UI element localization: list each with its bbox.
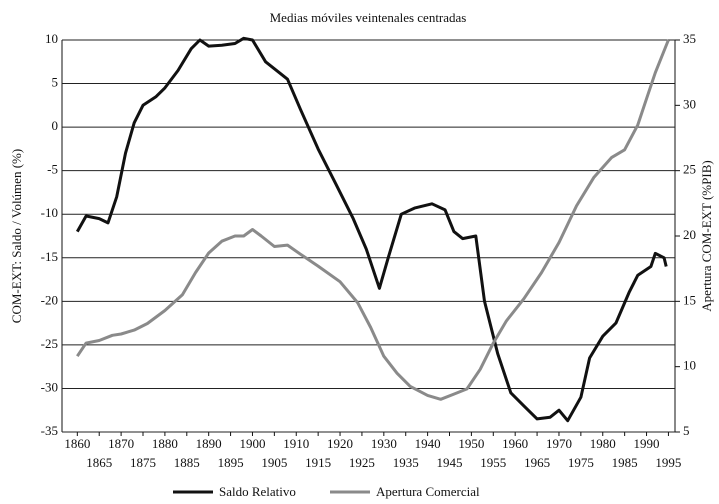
y-tick-label: -10 [41,205,58,220]
x-tick-label: 1900 [239,436,265,451]
x-tick-label: 1860 [64,436,90,451]
y-axis-label: COM-EXT: Saldo / Volúmen (%) [9,149,24,323]
x-tick-label: 1935 [393,455,419,470]
x-tick-label: 1905 [261,455,287,470]
y2-tick-label: 20 [683,227,696,242]
legend-label: Saldo Relativo [219,484,296,499]
x-tick-label: 1975 [568,455,594,470]
series-line [75,36,668,423]
x-tick-label: 1960 [502,436,528,451]
x-tick-label: 1940 [415,436,441,451]
y2-tick-label: 35 [683,31,696,46]
x-tick-label: 1955 [480,455,506,470]
x-tick-label: 1895 [218,455,244,470]
x-tick-label: 1965 [524,455,550,470]
x-tick-label: 1995 [655,455,681,470]
x-tick-label: 1925 [349,455,375,470]
x-tick-label: 1920 [327,436,353,451]
y-tick-label: 0 [52,118,59,133]
x-tick-label: 1870 [108,436,134,451]
x-tick-label: 1945 [437,455,463,470]
legend-label: Apertura Comercial [376,484,480,499]
y2-tick-label: 25 [683,162,696,177]
y-tick-label: 10 [45,31,58,46]
y2-tick-label: 10 [683,358,696,373]
x-tick-label: 1910 [283,436,309,451]
y-tick-label: -15 [41,249,58,264]
y2-tick-label: 5 [683,423,690,438]
x-tick-label: 1970 [546,436,572,451]
y-tick-label: -35 [41,423,58,438]
x-tick-label: 1980 [590,436,616,451]
x-tick-label: 1990 [634,436,660,451]
x-tick-label: 1985 [612,455,638,470]
series-line [76,39,670,401]
chart-title: Medias móviles veintenales centradas [270,10,467,25]
y-tick-label: -5 [47,162,58,177]
x-tick-label: 1950 [458,436,484,451]
y2-axis-label: Apertura COM-EXT (%PIB) [699,160,714,311]
x-tick-label: 1890 [196,436,222,451]
x-tick-label: 1885 [174,455,200,470]
y2-tick-label: 15 [683,292,696,307]
y-tick-label: -30 [41,379,58,394]
x-tick-label: 1875 [130,455,156,470]
y-tick-label: -25 [41,336,58,351]
y-tick-label: -20 [41,292,58,307]
y-tick-label: 5 [52,75,59,90]
x-tick-label: 1915 [305,455,331,470]
x-tick-label: 1930 [371,436,397,451]
y2-tick-label: 30 [683,96,696,111]
x-tick-label: 1880 [152,436,178,451]
x-tick-label: 1865 [86,455,112,470]
